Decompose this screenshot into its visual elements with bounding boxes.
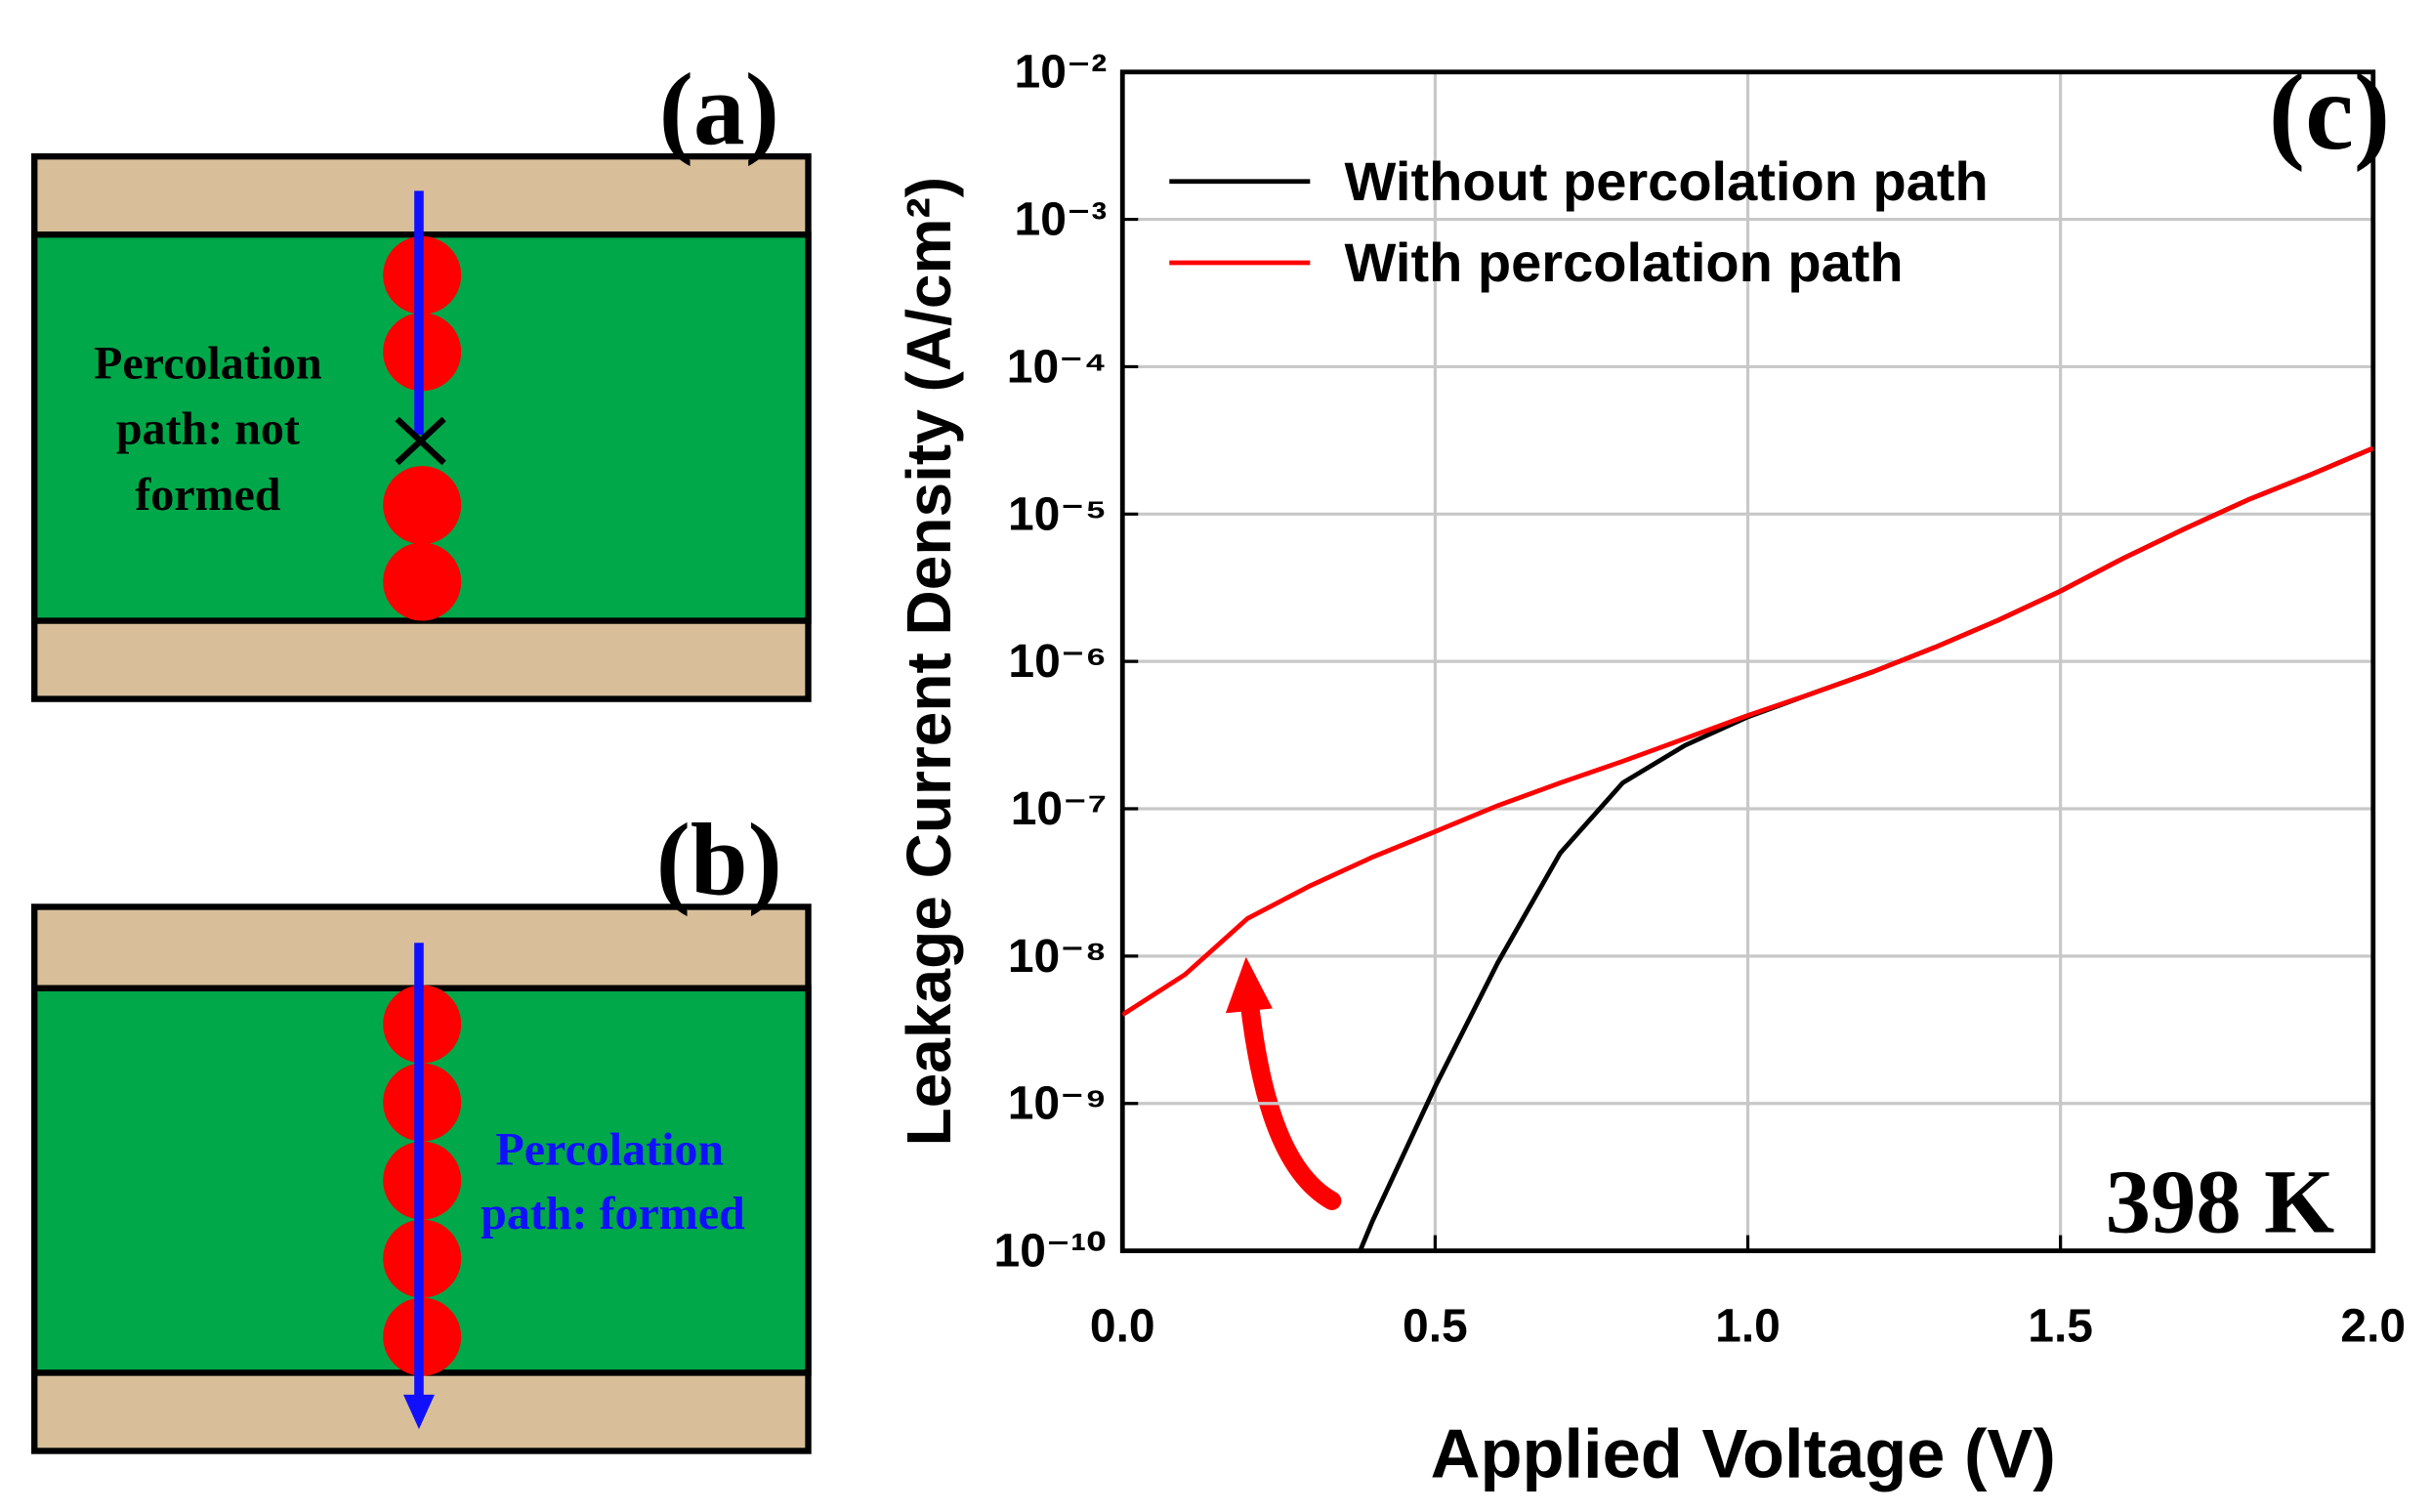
plot-frame xyxy=(1119,69,2376,1254)
y-tick-label: 10⁻⁹ xyxy=(1008,1078,1108,1130)
panel-label: (a) xyxy=(659,52,779,166)
y-tick-label: 10⁻⁷ xyxy=(1011,783,1108,835)
series-line xyxy=(1358,445,2373,1251)
arrow-head xyxy=(402,1394,435,1430)
x-tick-label: 0.0 xyxy=(1090,1300,1155,1352)
y-tick-label: 10⁻⁴ xyxy=(1007,341,1107,393)
x-tick-label: 2.0 xyxy=(2340,1300,2406,1352)
y-axis-label: Leakage Current Density (A/cm²) xyxy=(894,177,964,1146)
annotation: 398 K xyxy=(2106,1152,2335,1252)
chart: (c) 398 K Applied Voltage (V) Leakage Cu… xyxy=(894,47,2406,1492)
diagram-b: Percolation path: formed (b) xyxy=(31,803,812,1454)
diagram-text: path: formed xyxy=(481,1188,745,1239)
diagram-text: formed xyxy=(135,469,281,521)
panel-label: (b) xyxy=(656,803,782,917)
legend-label: With percolation path xyxy=(1345,231,1904,293)
diagram-text: Percolation xyxy=(94,337,322,389)
y-tick-label: 10⁻⁵ xyxy=(1008,488,1107,540)
y-tick-label: 10⁻⁸ xyxy=(1008,931,1107,983)
x-tick-label: 1.0 xyxy=(1715,1300,1781,1352)
x-tick-label: 0.5 xyxy=(1403,1300,1468,1352)
defect xyxy=(383,466,462,545)
y-tick-label: 10⁻¹⁰ xyxy=(994,1226,1108,1278)
series-line xyxy=(1122,445,2373,1017)
diagram-a: Percolation path: not formed (a) xyxy=(31,52,812,702)
annotation-arrow xyxy=(1237,975,1342,1210)
y-tick-label: 10⁻² xyxy=(1015,47,1108,99)
blocked-mark xyxy=(395,416,446,466)
diagram-text: Percolation xyxy=(495,1124,724,1176)
x-tick-label: 1.5 xyxy=(2028,1300,2093,1352)
y-tick-label: 10⁻⁶ xyxy=(1008,636,1107,688)
defect xyxy=(383,542,462,621)
y-tick-label: 10⁻³ xyxy=(1015,194,1108,246)
annotation-arrow-head xyxy=(1225,956,1273,1014)
x-axis-label: Applied Voltage (V) xyxy=(1431,1415,2056,1492)
diagram-text: path: not xyxy=(116,403,300,455)
legend-label: Without percolation path xyxy=(1345,150,1989,212)
